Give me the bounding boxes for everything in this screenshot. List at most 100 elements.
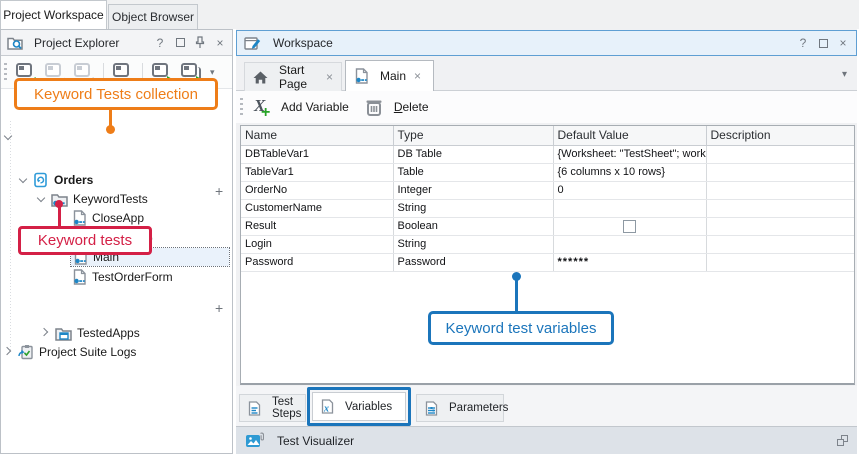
toolbar-separator: [142, 63, 143, 81]
cell-type[interactable]: Boolean: [393, 217, 554, 236]
close-tab-icon[interactable]: ×: [414, 69, 422, 83]
close-icon[interactable]: ×: [839, 36, 847, 50]
tree-item-closeapp[interactable]: CloseApp: [1, 209, 144, 227]
column-header-type[interactable]: Type: [393, 126, 554, 146]
cell-name[interactable]: OrderNo: [241, 181, 394, 200]
callout-dot: [512, 272, 521, 281]
table-row[interactable]: CustomerName String: [241, 199, 854, 218]
toolbar-dropdown-icon[interactable]: ▾: [210, 66, 215, 77]
tab-variables-label: Variables: [345, 400, 393, 413]
tree-guideline: [10, 121, 11, 351]
cell-name[interactable]: DBTableVar1: [241, 145, 394, 164]
cell-type[interactable]: Integer: [393, 181, 554, 200]
cell-description[interactable]: [706, 163, 854, 182]
maximize-icon[interactable]: [174, 36, 186, 50]
cell-default[interactable]: [553, 199, 707, 218]
toolbar-grip[interactable]: [4, 63, 7, 81]
tree-item-testedapps[interactable]: TestedApps: [1, 324, 140, 342]
table-row[interactable]: TableVar1 Table {6 columns x 10 rows}: [241, 163, 854, 182]
cell-name[interactable]: Result: [241, 217, 394, 236]
cell-description[interactable]: [706, 181, 854, 200]
pin-icon[interactable]: [194, 36, 206, 50]
dock-icon[interactable]: [837, 435, 848, 446]
cell-description[interactable]: [706, 235, 854, 254]
add-item-icon[interactable]: +: [215, 183, 224, 199]
cell-name[interactable]: Password: [241, 253, 394, 272]
add-variable-icon[interactable]: X +: [254, 96, 271, 121]
tab-project-workspace-label: Project Workspace: [3, 8, 104, 22]
workspace-title: Workspace: [273, 36, 333, 50]
callout-keyword-tests: Keyword tests: [18, 226, 152, 255]
tree-item-orders[interactable]: Orders: [1, 171, 93, 189]
project-icon: [33, 172, 49, 188]
tab-test-steps[interactable]: Test Steps: [239, 394, 306, 422]
test-visualizer-bar[interactable]: Test Visualizer: [236, 426, 857, 454]
workspace-tab-strip: Start Page × Main × ▾: [236, 57, 857, 91]
svg-text:x: x: [323, 404, 329, 415]
cell-default[interactable]: {6 columns x 10 rows}: [553, 163, 707, 182]
tree-item-project-suite-logs[interactable]: Project Suite Logs: [1, 343, 136, 361]
table-row[interactable]: Password Password ******: [241, 253, 854, 272]
cell-name[interactable]: CustomerName: [241, 199, 394, 218]
cell-type[interactable]: String: [393, 235, 554, 254]
help-icon[interactable]: ?: [799, 36, 807, 50]
cell-default[interactable]: ******: [553, 253, 707, 272]
column-header-name[interactable]: Name: [241, 126, 394, 146]
maximize-icon[interactable]: [817, 36, 829, 50]
add-variable-button[interactable]: Add Variable: [281, 100, 349, 114]
cell-description[interactable]: [706, 199, 854, 218]
variables-icon: x: [321, 399, 334, 414]
toolbar-grip[interactable]: [240, 98, 243, 116]
table-row[interactable]: DBTableVar1 DB Table {Worksheet: "TestSh…: [241, 145, 854, 164]
cell-type[interactable]: String: [393, 199, 554, 218]
cell-default[interactable]: [553, 217, 707, 236]
table-row[interactable]: Result Boolean: [241, 217, 854, 236]
cell-type[interactable]: Table: [393, 163, 554, 182]
help-icon[interactable]: ?: [156, 35, 164, 50]
editor-bottom-tabs: Test Steps x Variables Parameters: [236, 386, 857, 426]
expander-closed-icon[interactable]: [39, 327, 49, 337]
cell-name[interactable]: TableVar1: [241, 163, 394, 182]
add-item-icon[interactable]: +: [215, 300, 224, 316]
column-header-description[interactable]: Description: [706, 126, 854, 146]
close-icon[interactable]: ×: [216, 35, 224, 50]
tree-item-keywordtests[interactable]: KeywordTests: [1, 190, 148, 208]
variables-table: Name Type Default Value Description DBTa…: [240, 125, 855, 385]
cell-default[interactable]: 0: [553, 181, 707, 200]
tab-object-browser[interactable]: Object Browser: [108, 4, 198, 29]
tab-variables[interactable]: x Variables: [312, 392, 406, 421]
expander-open-icon[interactable]: [36, 193, 46, 203]
tab-parameters[interactable]: Parameters: [416, 394, 508, 422]
cell-type[interactable]: Password: [393, 253, 554, 272]
tab-start-page[interactable]: Start Page ×: [244, 62, 342, 91]
cell-description[interactable]: [706, 217, 854, 236]
run-project-icon[interactable]: [150, 60, 174, 84]
cell-type[interactable]: DB Table: [393, 145, 554, 164]
tree-item-label: Orders: [54, 173, 94, 187]
table-row[interactable]: OrderNo Integer 0: [241, 181, 854, 200]
delete-button[interactable]: Delete: [393, 100, 429, 114]
tab-project-workspace[interactable]: Project Workspace: [0, 0, 107, 29]
cell-description[interactable]: [706, 145, 854, 164]
tree-item-label: TestOrderForm: [92, 270, 173, 284]
expander-open-icon[interactable]: [18, 174, 28, 184]
expander-closed-icon[interactable]: [2, 346, 12, 356]
cell-description[interactable]: [706, 253, 854, 272]
parameters-icon: [425, 400, 438, 416]
keyword-test-icon: [354, 68, 369, 84]
close-tab-icon[interactable]: ×: [325, 70, 333, 84]
column-header-default[interactable]: Default Value: [553, 126, 707, 146]
tree-item-testorderform[interactable]: TestOrderForm: [1, 268, 173, 286]
test-steps-icon: [248, 400, 261, 416]
cell-default[interactable]: {Worksheet: "TestSheet"; work: [553, 145, 707, 164]
tab-main[interactable]: Main ×: [345, 60, 434, 91]
tab-main-label: Main: [380, 69, 407, 83]
cell-name[interactable]: Login: [241, 235, 394, 254]
result-checkbox[interactable]: [623, 219, 636, 233]
callout-text: Keyword tests: [37, 232, 133, 249]
cell-default[interactable]: [553, 235, 707, 254]
delete-trash-icon[interactable]: [365, 98, 383, 117]
tab-list-dropdown-icon[interactable]: ▾: [841, 69, 847, 80]
table-row[interactable]: Login String: [241, 235, 854, 254]
home-icon: [253, 71, 268, 84]
